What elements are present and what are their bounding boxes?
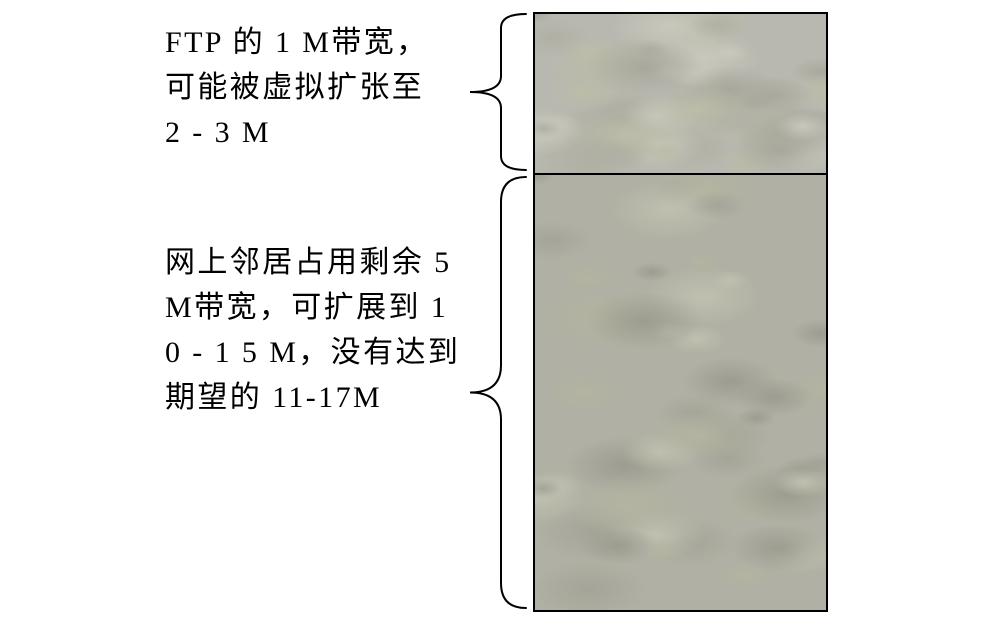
netneighbor-section — [535, 175, 826, 610]
ftp-text: FTP 的 1 M带宽，可能被虚拟扩张至 2 - 3 M — [165, 20, 445, 155]
brace-top — [468, 12, 528, 172]
bandwidth-bar — [533, 12, 828, 612]
brace-bottom — [468, 175, 528, 610]
ftp-section — [535, 14, 826, 175]
netneighbor-text: 网上邻居占用剩余 5 M带宽，可扩展到 1 0 - 1 5 M，没有达到期望的 … — [165, 240, 465, 420]
